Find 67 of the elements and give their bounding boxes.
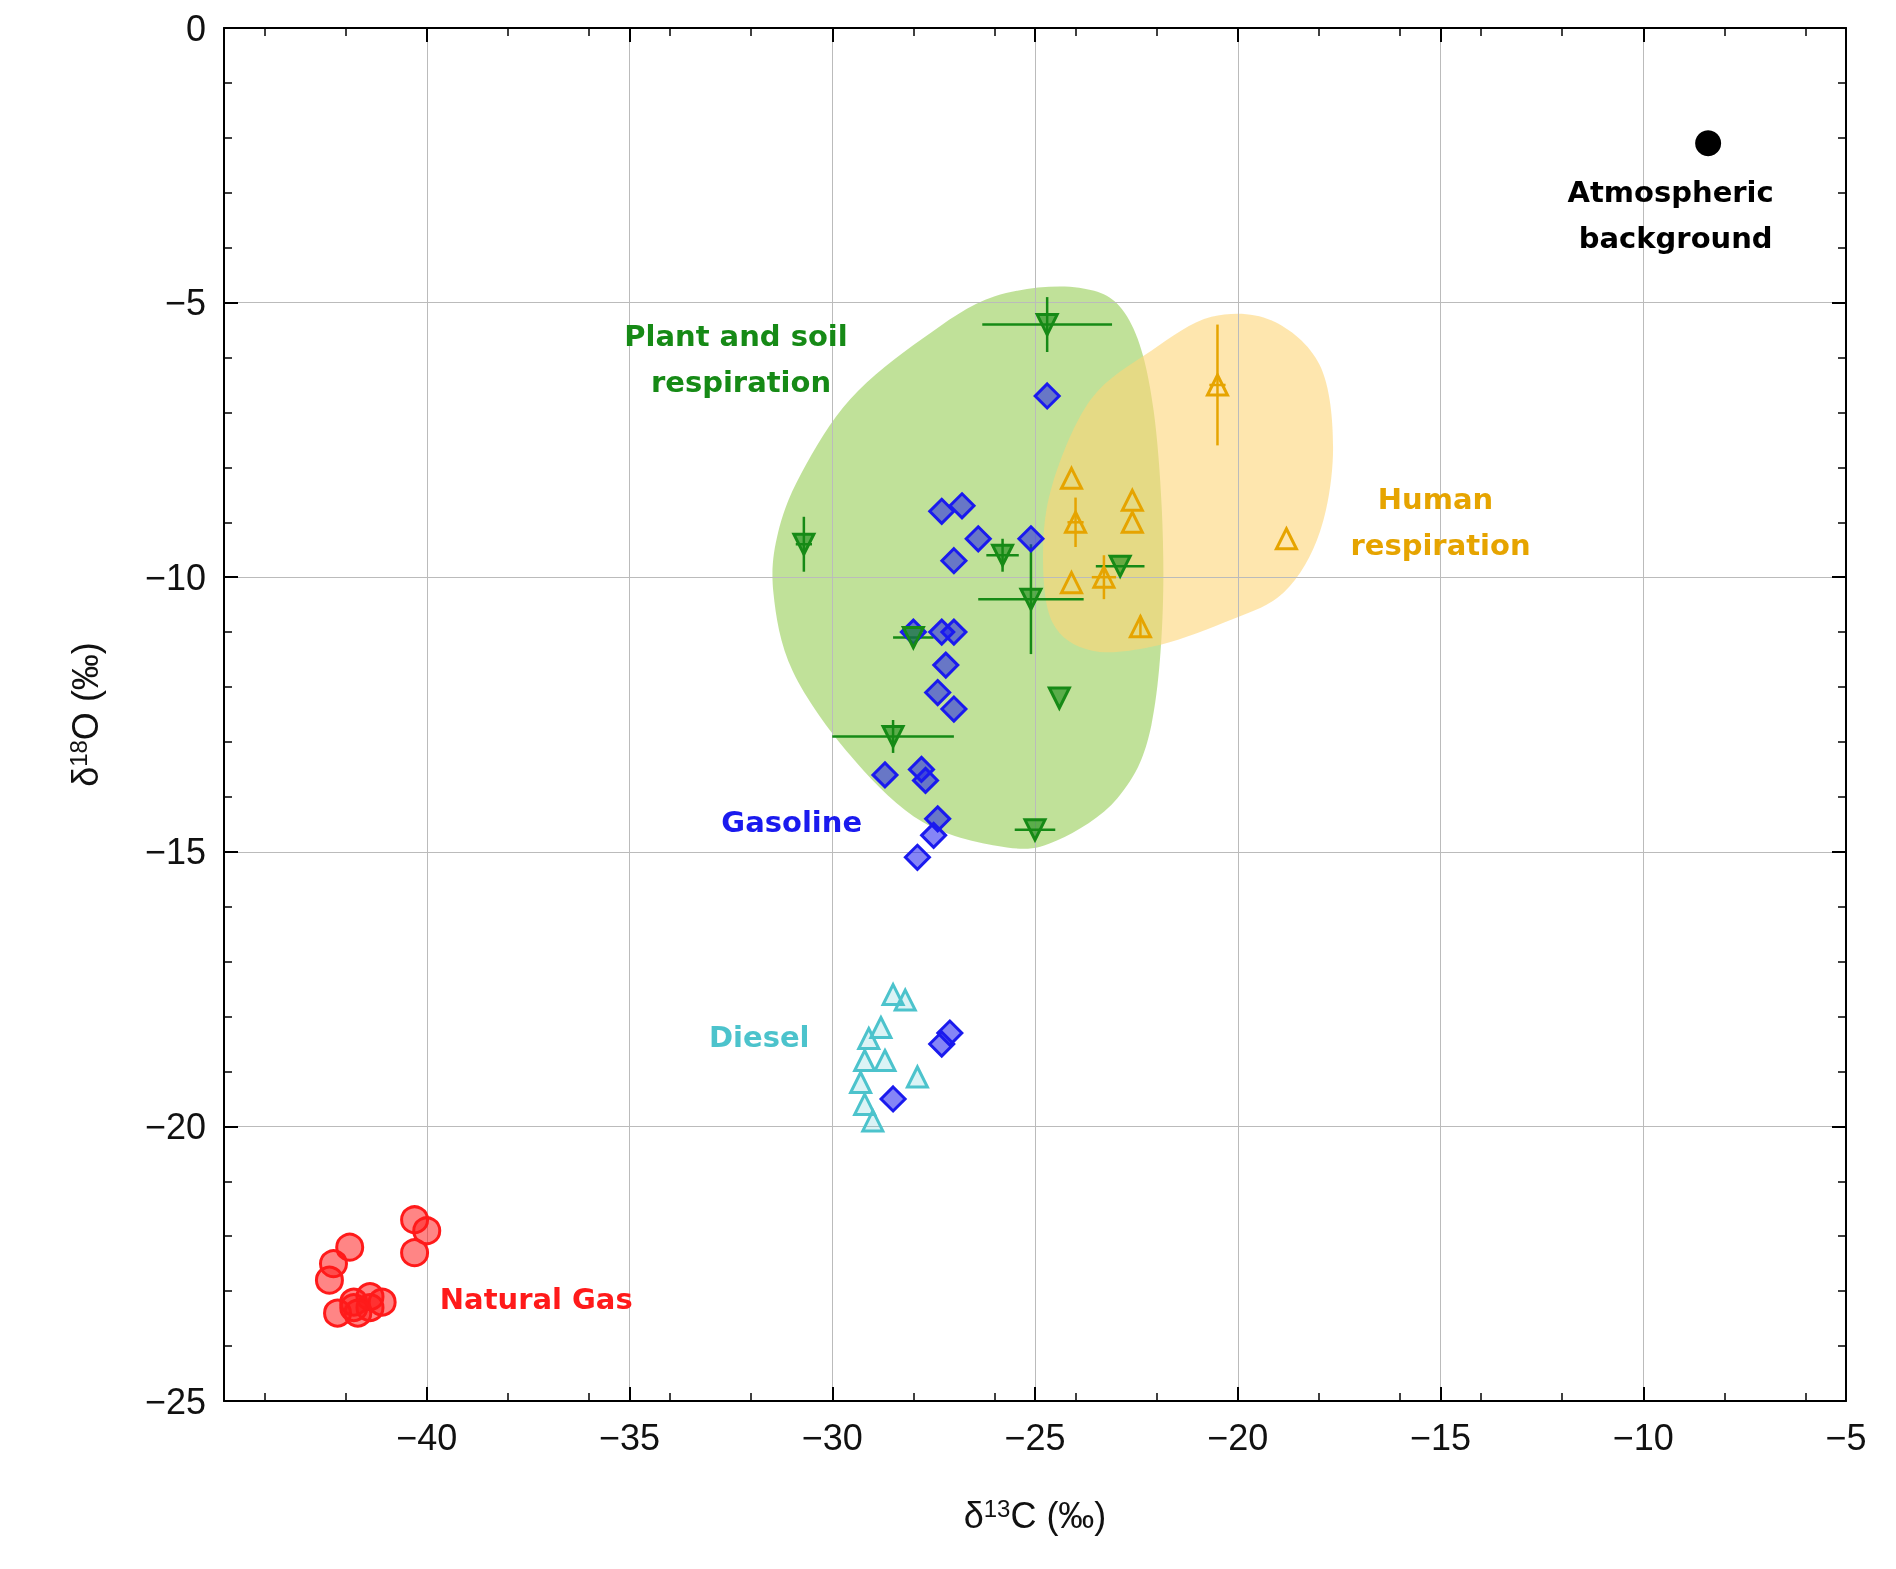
point	[881, 724, 905, 748]
point	[1033, 382, 1061, 410]
point	[871, 761, 899, 789]
point	[928, 1030, 956, 1058]
point	[893, 988, 917, 1012]
point	[857, 1027, 881, 1051]
y-tick-label: −25	[144, 1380, 206, 1422]
point	[412, 1216, 442, 1246]
series-label: Human respiration	[1350, 482, 1531, 563]
point	[1205, 373, 1229, 397]
text: Plant and soil respiration	[624, 319, 858, 400]
point	[1064, 510, 1088, 534]
point	[991, 543, 1015, 567]
point	[932, 651, 960, 679]
point	[1695, 130, 1722, 157]
point	[940, 695, 968, 723]
x-tick-label: −25	[1004, 1416, 1066, 1458]
point	[849, 1070, 873, 1094]
x-tick-label: −5	[1825, 1416, 1867, 1458]
point	[948, 492, 976, 520]
y-axis-title: δ18O (‰)	[64, 642, 106, 787]
point	[928, 618, 956, 646]
point	[928, 497, 956, 525]
x-tick-label: −40	[396, 1416, 458, 1458]
point	[1120, 510, 1144, 534]
point	[1059, 571, 1083, 595]
point	[924, 679, 952, 707]
point	[1047, 686, 1071, 710]
y-tick-label: −5	[164, 282, 206, 324]
y-tick-label: −15	[144, 831, 206, 873]
x-tick-label: −20	[1207, 1416, 1269, 1458]
point	[940, 547, 968, 575]
point	[400, 1238, 430, 1268]
point	[1274, 527, 1298, 551]
x-tick-label: −35	[598, 1416, 661, 1458]
series-label: Gasoline	[721, 805, 863, 840]
x-tick-label: −10	[1612, 1416, 1674, 1458]
point	[335, 1232, 365, 1262]
point	[1017, 525, 1045, 553]
series-label: Diesel	[708, 1020, 810, 1055]
point	[1059, 466, 1083, 490]
series-label: Natural Gas	[439, 1282, 633, 1317]
point	[873, 1049, 897, 1072]
point	[912, 766, 940, 794]
point	[1108, 554, 1132, 578]
point	[792, 532, 816, 556]
point	[1128, 615, 1152, 639]
x-tick-label: −15	[1409, 1416, 1472, 1458]
y-tick-label: 0	[185, 7, 206, 49]
point	[314, 1265, 344, 1295]
point	[920, 821, 948, 849]
point	[367, 1287, 397, 1317]
point	[861, 1109, 885, 1133]
point	[1092, 565, 1116, 589]
y-tick-label: −20	[144, 1105, 206, 1147]
point	[905, 1065, 929, 1089]
point	[879, 1085, 907, 1113]
point	[1120, 488, 1144, 512]
point	[1019, 587, 1043, 611]
point	[903, 843, 931, 871]
y-tick-label: −10	[144, 556, 206, 598]
x-tick-label: −30	[801, 1416, 863, 1458]
point	[853, 1049, 877, 1072]
point	[1023, 818, 1047, 842]
point	[1035, 313, 1059, 337]
point	[964, 525, 992, 553]
legend-label: Atmospheric background	[1567, 174, 1784, 255]
